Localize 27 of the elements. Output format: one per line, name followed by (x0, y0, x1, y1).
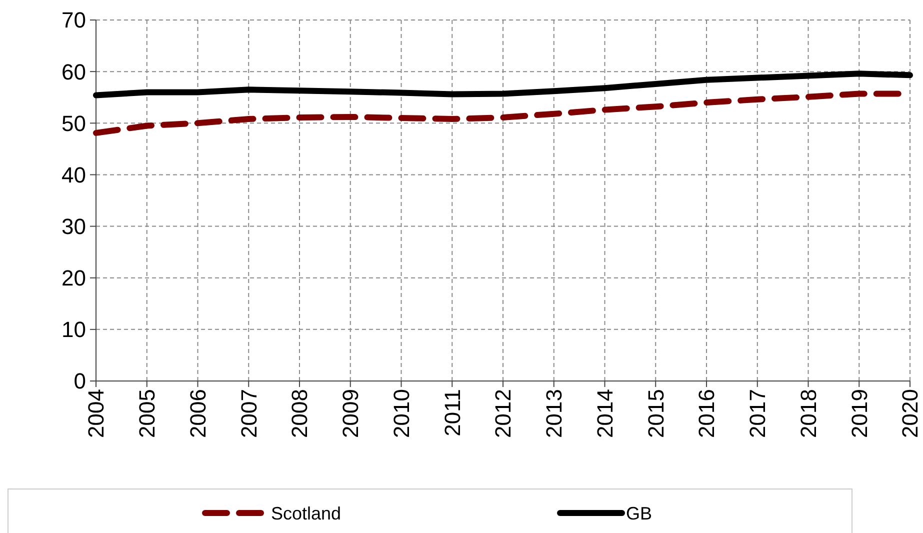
x-tick-label: 2017 (745, 389, 770, 438)
x-tick-label: 2012 (490, 389, 516, 438)
x-tick-label: 2007 (236, 389, 262, 438)
legend-label: GB (626, 503, 652, 524)
y-tick-label: 60 (62, 59, 86, 84)
y-tick-label: 0 (74, 368, 86, 394)
x-tick-label: 2008 (287, 389, 312, 438)
x-tick-label: 2010 (388, 389, 414, 438)
x-tick-label: 2014 (592, 389, 618, 438)
x-tick-label: 2020 (898, 389, 923, 438)
x-tick-label: 2004 (84, 389, 109, 438)
y-tick-label: 40 (62, 162, 86, 188)
x-tick-label: 2006 (185, 389, 210, 438)
legend-label: Scotland (271, 503, 342, 524)
y-tick-label: 70 (62, 8, 86, 33)
x-tick-label: 2011 (440, 389, 465, 436)
x-tick-label: 2015 (643, 389, 668, 438)
x-tick-label: 2005 (134, 389, 160, 438)
y-tick-label: 20 (62, 266, 86, 291)
y-tick-label: 30 (62, 214, 86, 239)
y-tick-label: 50 (62, 110, 86, 136)
x-tick-label: 2013 (542, 389, 567, 438)
y-tick-label: 10 (62, 317, 86, 342)
x-tick-label: 2016 (694, 389, 720, 438)
x-tick-label: 2018 (796, 389, 821, 438)
x-tick-label: 2009 (338, 389, 364, 438)
x-tick-label: 2019 (846, 389, 872, 438)
